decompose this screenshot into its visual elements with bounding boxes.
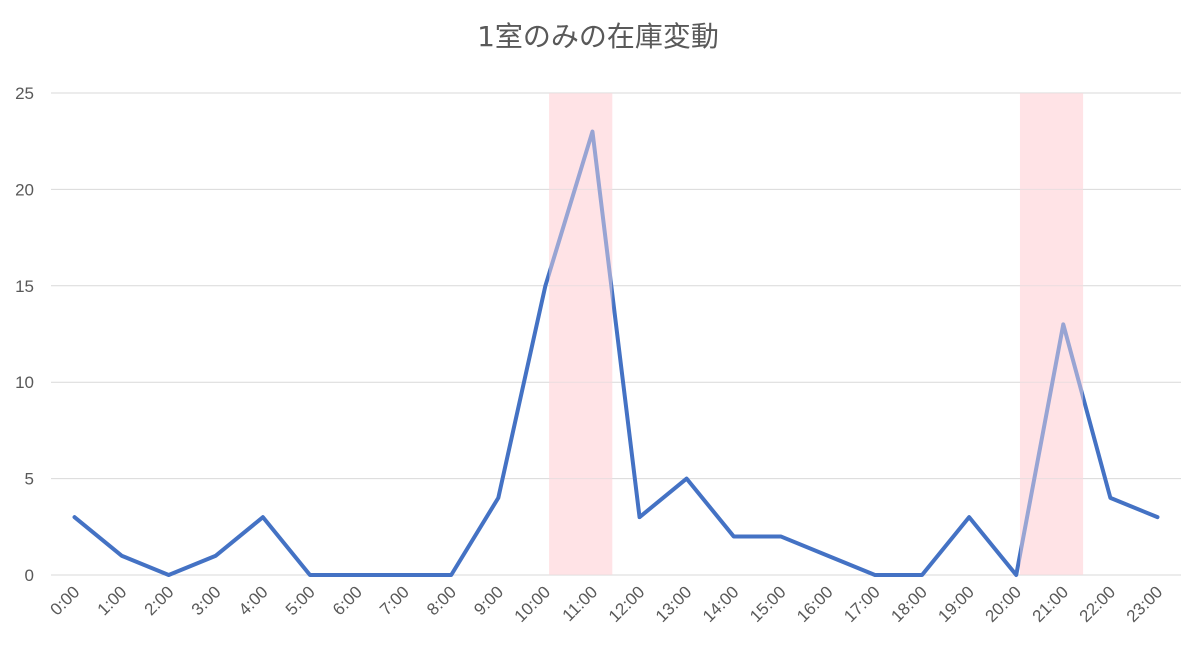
highlight-band-overlay-0 xyxy=(549,93,613,575)
chart-title: 1室のみの在庫変動 xyxy=(477,20,719,53)
x-tick-label: 8:00 xyxy=(423,582,460,619)
x-tick-label: 23:00 xyxy=(1123,582,1167,626)
x-tick-label: 9:00 xyxy=(470,582,507,619)
x-tick-label: 12:00 xyxy=(605,582,649,626)
x-tick-label: 13:00 xyxy=(652,582,696,626)
x-tick-label: 2:00 xyxy=(141,582,178,619)
x-tick-label: 18:00 xyxy=(887,582,931,626)
x-tick-label: 4:00 xyxy=(235,582,272,619)
y-axis-ticks: 0 5 10 15 20 25 xyxy=(15,84,34,585)
y-tick-label: 20 xyxy=(15,180,34,199)
x-tick-label: 20:00 xyxy=(982,582,1026,626)
series-layer xyxy=(72,93,1160,577)
x-tick-label: 22:00 xyxy=(1076,582,1120,626)
x-axis-ticks: 0:00 1:00 2:00 3:00 4:00 5:00 6:00 7:00 8:00 9:00… xyxy=(47,582,1167,626)
x-tick-label: 7:00 xyxy=(376,582,413,619)
highlight-band-overlay-1 xyxy=(1019,93,1084,575)
gridlines xyxy=(51,92,1181,576)
x-tick-label: 10:00 xyxy=(511,582,555,626)
x-tick-label: 15:00 xyxy=(746,582,790,626)
x-tick-label: 1:00 xyxy=(94,582,131,619)
x-tick-label: 21:00 xyxy=(1029,582,1073,626)
highlight-bands xyxy=(549,93,1084,575)
y-tick-label: 15 xyxy=(15,277,34,296)
series-line xyxy=(72,129,1160,577)
x-tick-label: 0:00 xyxy=(47,582,84,619)
x-tick-label: 5:00 xyxy=(282,582,319,619)
x-tick-label: 11:00 xyxy=(559,582,602,625)
x-tick-label: 19:00 xyxy=(934,582,978,626)
x-tick-label: 17:00 xyxy=(840,582,884,626)
x-tick-label: 16:00 xyxy=(793,582,837,626)
y-tick-label: 0 xyxy=(25,566,34,585)
x-tick-label: 6:00 xyxy=(329,582,366,619)
x-tick-label: 14:00 xyxy=(699,582,743,626)
y-tick-label: 25 xyxy=(15,84,34,103)
y-tick-label: 10 xyxy=(15,373,34,392)
x-tick-label: 3:00 xyxy=(188,582,225,619)
y-tick-label: 5 xyxy=(25,470,34,489)
